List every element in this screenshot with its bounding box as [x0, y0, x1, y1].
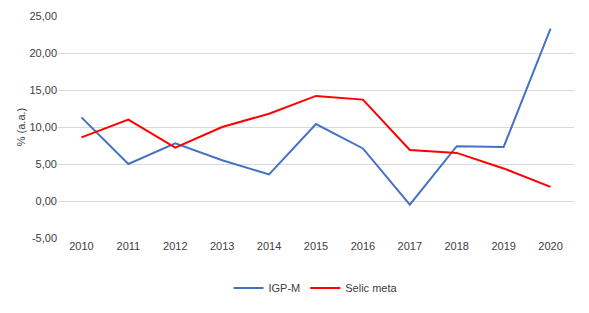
svg-text:25,00: 25,00	[29, 10, 57, 22]
svg-text:Selic meta: Selic meta	[345, 282, 397, 294]
svg-text:20,00: 20,00	[29, 47, 57, 59]
svg-text:2014: 2014	[257, 240, 281, 252]
svg-text:2010: 2010	[69, 240, 93, 252]
svg-text:5,00: 5,00	[36, 158, 57, 170]
svg-text:10,00: 10,00	[29, 121, 57, 133]
svg-text:2020: 2020	[538, 240, 562, 252]
svg-text:15,00: 15,00	[29, 84, 57, 96]
svg-text:IGP-M: IGP-M	[269, 282, 301, 294]
svg-text:2016: 2016	[351, 240, 375, 252]
svg-text:2015: 2015	[304, 240, 328, 252]
svg-text:2018: 2018	[444, 240, 468, 252]
svg-text:% (a.a.): % (a.a.)	[15, 108, 27, 147]
svg-text:2019: 2019	[491, 240, 515, 252]
svg-text:2011: 2011	[117, 240, 141, 252]
svg-text:2013: 2013	[210, 240, 234, 252]
svg-text:0,00: 0,00	[36, 195, 57, 207]
svg-text:2017: 2017	[398, 240, 422, 252]
svg-text:-5,00: -5,00	[32, 232, 57, 244]
svg-text:2012: 2012	[163, 240, 187, 252]
